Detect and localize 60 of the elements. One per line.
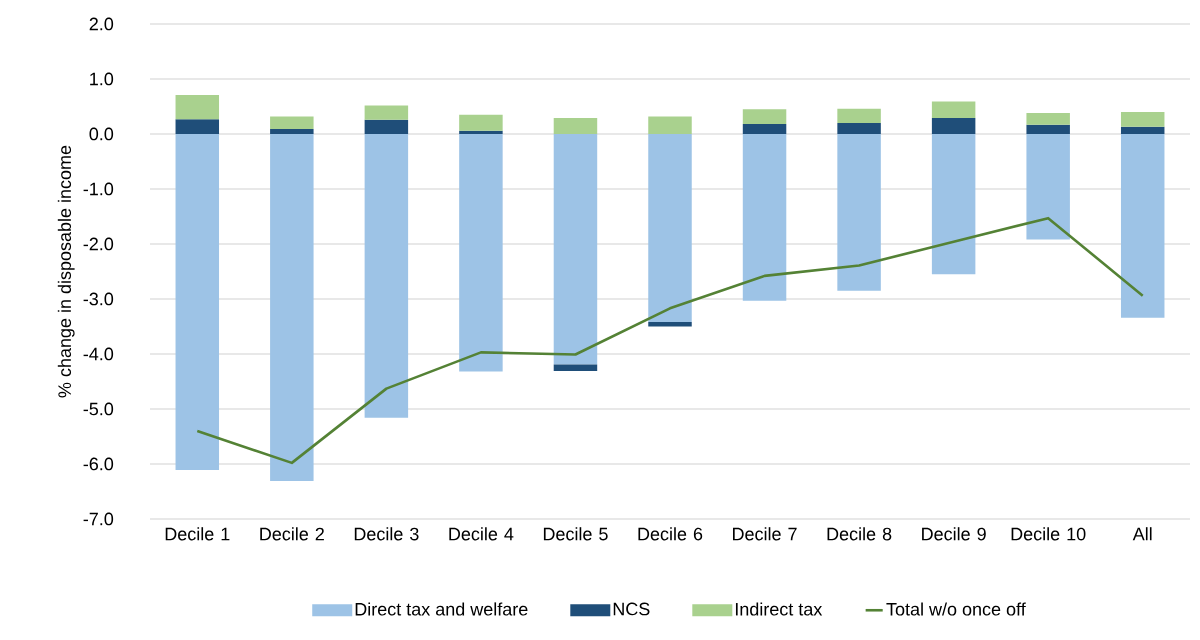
bar xyxy=(270,116,314,130)
legend-label: NCS xyxy=(613,602,650,616)
bar xyxy=(553,364,598,372)
bar xyxy=(742,109,787,125)
y-tick-label: -4.0 xyxy=(83,347,114,361)
y-tick-label: 1.0 xyxy=(90,72,114,86)
bar xyxy=(459,134,503,372)
bar xyxy=(364,119,409,134)
bar xyxy=(1026,113,1070,125)
x-tick-label: Decile 4 xyxy=(449,527,514,541)
legend-label: Indirect tax xyxy=(735,602,823,616)
bar xyxy=(270,134,314,482)
bar xyxy=(175,94,220,120)
y-axis-title: % change in disposable income xyxy=(57,145,75,398)
y-tick-label: -5.0 xyxy=(83,402,114,416)
y-tick-label: -7.0 xyxy=(83,512,114,526)
bar xyxy=(1026,124,1070,134)
bar xyxy=(364,134,409,418)
bar xyxy=(175,119,220,134)
bar xyxy=(648,134,692,323)
bar xyxy=(364,105,409,120)
bar xyxy=(648,322,692,327)
bar xyxy=(742,124,787,134)
x-tick-label: Decile 7 xyxy=(733,527,797,541)
y-tick-label: 0.0 xyxy=(89,127,114,141)
bar xyxy=(1120,112,1165,127)
x-tick-label: Decile 2 xyxy=(260,527,324,541)
bar xyxy=(931,101,976,119)
x-tick-label: Decile 3 xyxy=(354,527,419,541)
bar xyxy=(1120,126,1165,134)
bar xyxy=(931,134,976,275)
bar xyxy=(175,134,220,471)
x-tick-label: Decile 8 xyxy=(827,527,892,541)
bar xyxy=(837,123,881,134)
bar xyxy=(459,130,503,134)
bar xyxy=(837,108,881,123)
line-series xyxy=(195,216,1145,465)
x-tick-label: Decile 5 xyxy=(543,527,608,541)
y-tick-label: 2.0 xyxy=(89,17,114,31)
bar xyxy=(742,134,787,301)
bar xyxy=(1120,134,1165,318)
bar xyxy=(553,134,598,365)
y-tick-label: -2.0 xyxy=(83,237,114,251)
bar xyxy=(837,134,881,291)
x-tick-label: Decile 6 xyxy=(638,527,703,541)
x-tick-label: Decile 9 xyxy=(922,527,986,541)
bar xyxy=(648,116,692,134)
y-tick-label: -6.0 xyxy=(83,457,114,471)
bar xyxy=(1026,134,1070,240)
bar xyxy=(931,118,976,134)
legend-label: Direct tax and welfare xyxy=(355,602,528,616)
x-tick-label: Decile 10 xyxy=(1011,527,1086,541)
bar xyxy=(270,129,314,134)
x-tick-label: All xyxy=(1132,527,1152,541)
legend-label: Total w/o once off xyxy=(886,602,1026,616)
y-tick-label: -3.0 xyxy=(83,292,114,306)
bar xyxy=(553,118,598,134)
bar xyxy=(459,114,503,131)
x-tick-label: Decile 1 xyxy=(165,527,230,541)
y-tick-label: -1.0 xyxy=(83,182,114,196)
